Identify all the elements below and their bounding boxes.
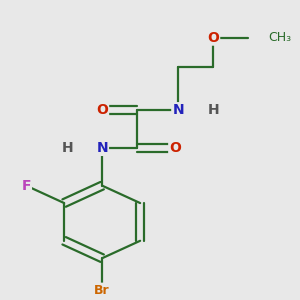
Text: O: O	[207, 31, 219, 45]
Text: H: H	[61, 141, 73, 155]
Text: O: O	[169, 141, 181, 155]
Text: H: H	[207, 103, 219, 117]
Text: N: N	[96, 141, 108, 155]
Text: N: N	[172, 103, 184, 117]
Text: Br: Br	[94, 284, 110, 297]
Text: O: O	[96, 103, 108, 117]
Text: F: F	[21, 178, 31, 193]
Text: CH₃: CH₃	[269, 31, 292, 44]
